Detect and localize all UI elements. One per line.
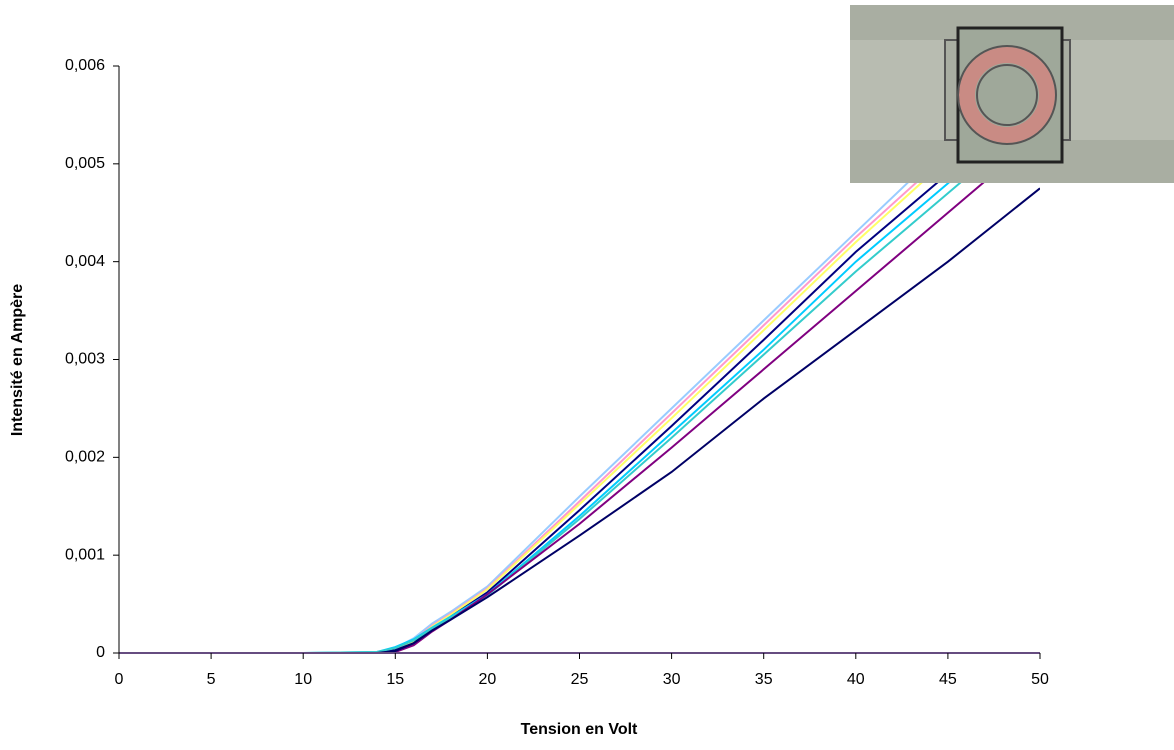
x-tick-label: 50: [1031, 671, 1049, 688]
x-tick-label: 15: [386, 671, 404, 688]
x-tick-label: 30: [663, 671, 681, 688]
y-tick-label: 0: [96, 644, 105, 661]
x-tick-label: 45: [939, 671, 957, 688]
x-tick-label: 40: [847, 671, 865, 688]
inset-photo: [850, 5, 1174, 183]
x-tick-label: 0: [115, 671, 124, 688]
series-line: [119, 187, 1040, 654]
y-tick-label: 0,001: [65, 546, 105, 563]
y-axis-title: Intensité en Ampère: [9, 284, 26, 436]
x-tick-label: 35: [755, 671, 773, 688]
x-tick-label: 10: [294, 671, 312, 688]
x-tick-label: 5: [207, 671, 216, 688]
y-tick-label: 0,003: [65, 351, 105, 368]
y-tick-label: 0,002: [65, 449, 105, 466]
x-tick-label: 25: [571, 671, 589, 688]
y-tick-label: 0,005: [65, 155, 105, 172]
y-tick-label: 0,004: [65, 253, 105, 270]
x-tick-label: 20: [479, 671, 497, 688]
x-axis-title: Tension en Volt: [521, 721, 638, 738]
y-tick-label: 0,006: [65, 57, 105, 74]
